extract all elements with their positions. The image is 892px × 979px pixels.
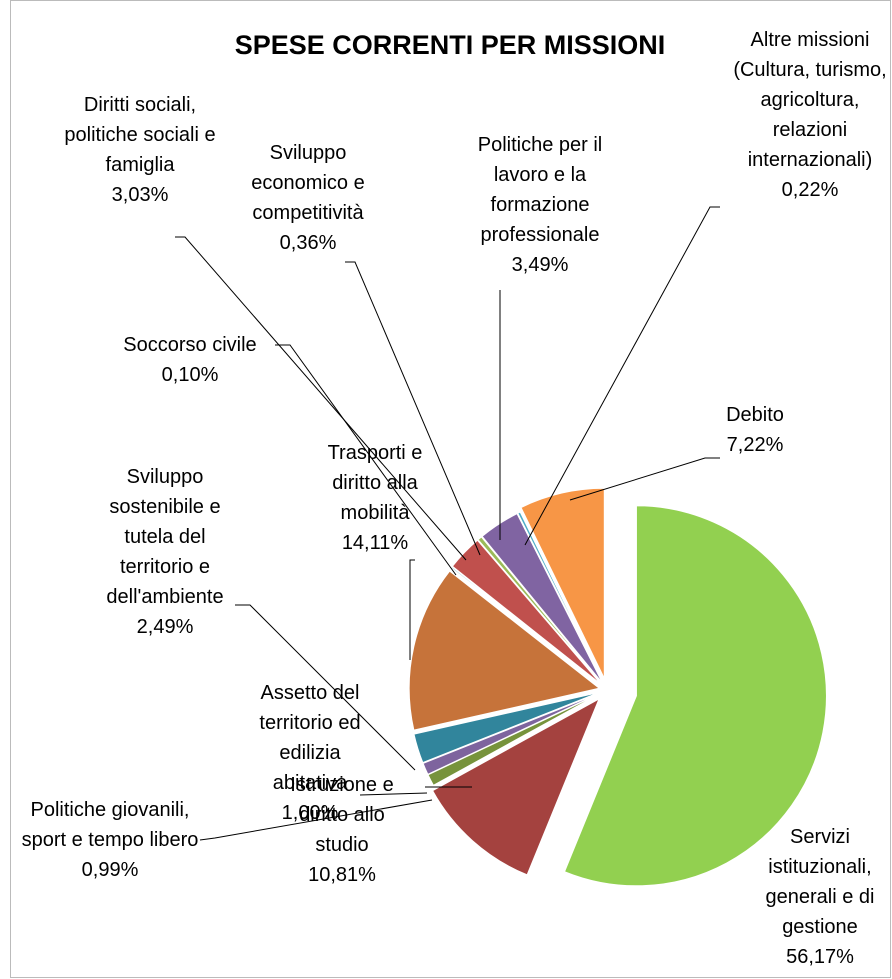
pie-slice	[520, 487, 605, 679]
category-name: Diritti sociali, politiche sociali e fam…	[64, 94, 216, 176]
slice-label: Istruzione e diritto allo studio 10,81%	[277, 770, 407, 890]
slice-label: Altre missioni (Cultura, turismo, agrico…	[725, 25, 892, 205]
category-name: Altre missioni (Cultura, turismo, agrico…	[733, 29, 887, 171]
category-name: Debito	[726, 404, 784, 426]
slice-label: Diritti sociali, politiche sociali e fam…	[55, 90, 225, 210]
leader-line	[569, 457, 720, 501]
leader-line	[359, 792, 428, 796]
slice-label: Trasporti e diritto alla mobilità 14,11%	[310, 438, 440, 558]
value-label: 2,49%	[136, 616, 194, 638]
category-name: Assetto del territorio ed edilizia abita…	[259, 682, 361, 794]
value-label: 0,36%	[279, 232, 337, 254]
pie-slice	[408, 570, 601, 731]
value-label: 14,11%	[341, 532, 409, 554]
value-label: 0,10%	[161, 364, 219, 386]
category-name: Politiche per il lavoro e la formazione …	[477, 134, 603, 246]
pie-slice	[427, 693, 601, 786]
pie-slice	[477, 536, 603, 685]
category-name: Istruzione e diritto allo studio	[290, 774, 394, 856]
pie-slice	[563, 505, 827, 887]
pie-slice	[481, 513, 604, 684]
slice-label: Politiche giovanili, sport e tempo liber…	[10, 795, 210, 885]
category-name: Soccorso civile	[123, 334, 257, 356]
value-label: 0,99%	[81, 859, 139, 881]
pie-slice	[517, 511, 604, 684]
slice-label: Assetto del territorio ed edilizia abita…	[240, 678, 380, 828]
leader-line	[275, 344, 457, 576]
value-label: 1,00%	[281, 802, 339, 824]
value-label: 56,17%	[786, 946, 854, 968]
leader-line	[345, 261, 481, 556]
chart-title: SPESE CORRENTI PER MISSIONI	[234, 30, 666, 60]
category-name: Sviluppo economico e competitività	[251, 142, 365, 224]
slice-label: Servizi istituzionali, generali e di ges…	[740, 822, 892, 972]
pie-slice	[431, 697, 601, 876]
pie-slice	[413, 691, 600, 764]
category-name: Politiche giovanili, sport e tempo liber…	[21, 799, 199, 851]
slice-label: Debito 7,22%	[700, 400, 810, 460]
chart-frame	[10, 0, 891, 978]
pie-slice	[451, 539, 602, 685]
slice-label: Politiche per il lavoro e la formazione …	[460, 130, 620, 280]
value-label: 3,49%	[511, 254, 569, 276]
slice-label: Soccorso civile 0,10%	[95, 330, 285, 390]
value-label: 3,03%	[111, 184, 169, 206]
slice-label: Sviluppo sostenibile e tutela del territ…	[90, 462, 240, 642]
leader-line	[199, 799, 433, 841]
category-name: Sviluppo sostenibile e tutela del territ…	[106, 466, 224, 608]
leader-line	[175, 236, 467, 561]
value-label: 10,81%	[308, 864, 376, 886]
leader-line	[524, 206, 720, 546]
value-label: 0,22%	[781, 179, 839, 201]
leader-line	[409, 559, 415, 660]
pie-slice	[422, 692, 600, 776]
category-name: Trasporti e diritto alla mobilità	[327, 442, 423, 524]
category-name: Servizi istituzionali, generali e di ges…	[765, 826, 875, 938]
value-label: 7,22%	[726, 434, 784, 456]
leader-line	[235, 604, 416, 771]
slice-label: Sviluppo economico e competitività 0,36%	[233, 138, 383, 258]
